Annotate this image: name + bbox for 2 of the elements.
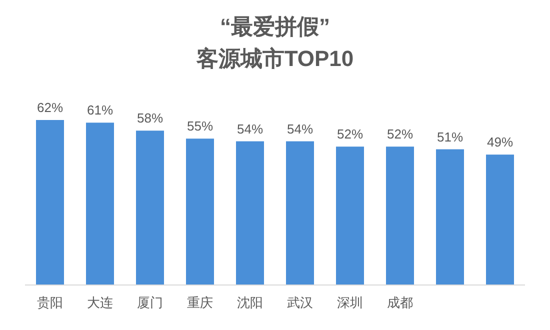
subtitle: 客源城市TOP10: [196, 46, 354, 71]
title: “最爱拼假”: [220, 14, 330, 39]
